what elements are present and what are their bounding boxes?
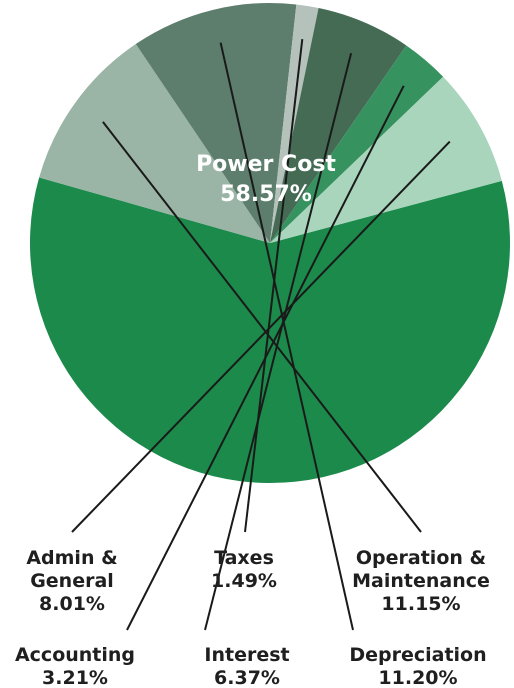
label-depreciation: Depreciation [349, 644, 486, 666]
label-admin-general-line1: Admin & [26, 547, 117, 569]
label-operation-maintenance-line2: Maintenance [352, 570, 490, 592]
value-accounting: 3.21% [42, 667, 108, 688]
pie-slice-power-cost [30, 177, 511, 484]
value-interest: 6.37% [214, 667, 280, 688]
label-operation-maintenance-line1: Operation & [356, 547, 486, 569]
label-accounting: Accounting [15, 644, 135, 666]
pie-slice-taxes [270, 4, 319, 244]
value-operation-maintenance: 11.15% [381, 593, 460, 615]
value-taxes: 1.49% [211, 570, 277, 592]
leader-line-admin-general [71, 140, 451, 533]
pie-slice-depreciation [135, 2, 297, 244]
pie-slice-operation-maintenance [39, 44, 270, 243]
pie-slices [30, 2, 511, 484]
pie-slice-interest [270, 7, 407, 243]
pie-slice-admin-general [270, 76, 502, 243]
leader-line-operation-maintenance [102, 121, 422, 533]
label-interest: Interest [204, 644, 289, 666]
label-power-cost: Power Cost [196, 152, 336, 177]
leader-lines [71, 38, 451, 631]
label-taxes: Taxes [214, 547, 274, 569]
leader-line-taxes [244, 38, 304, 533]
leader-line-interest [204, 52, 353, 631]
leader-line-depreciation [219, 42, 354, 631]
leader-line-accounting [126, 85, 405, 631]
value-depreciation: 11.20% [378, 667, 457, 688]
value-admin-general: 8.01% [39, 593, 105, 615]
label-admin-general-line2: General [30, 570, 114, 592]
value-power-cost: 58.57% [220, 182, 312, 207]
